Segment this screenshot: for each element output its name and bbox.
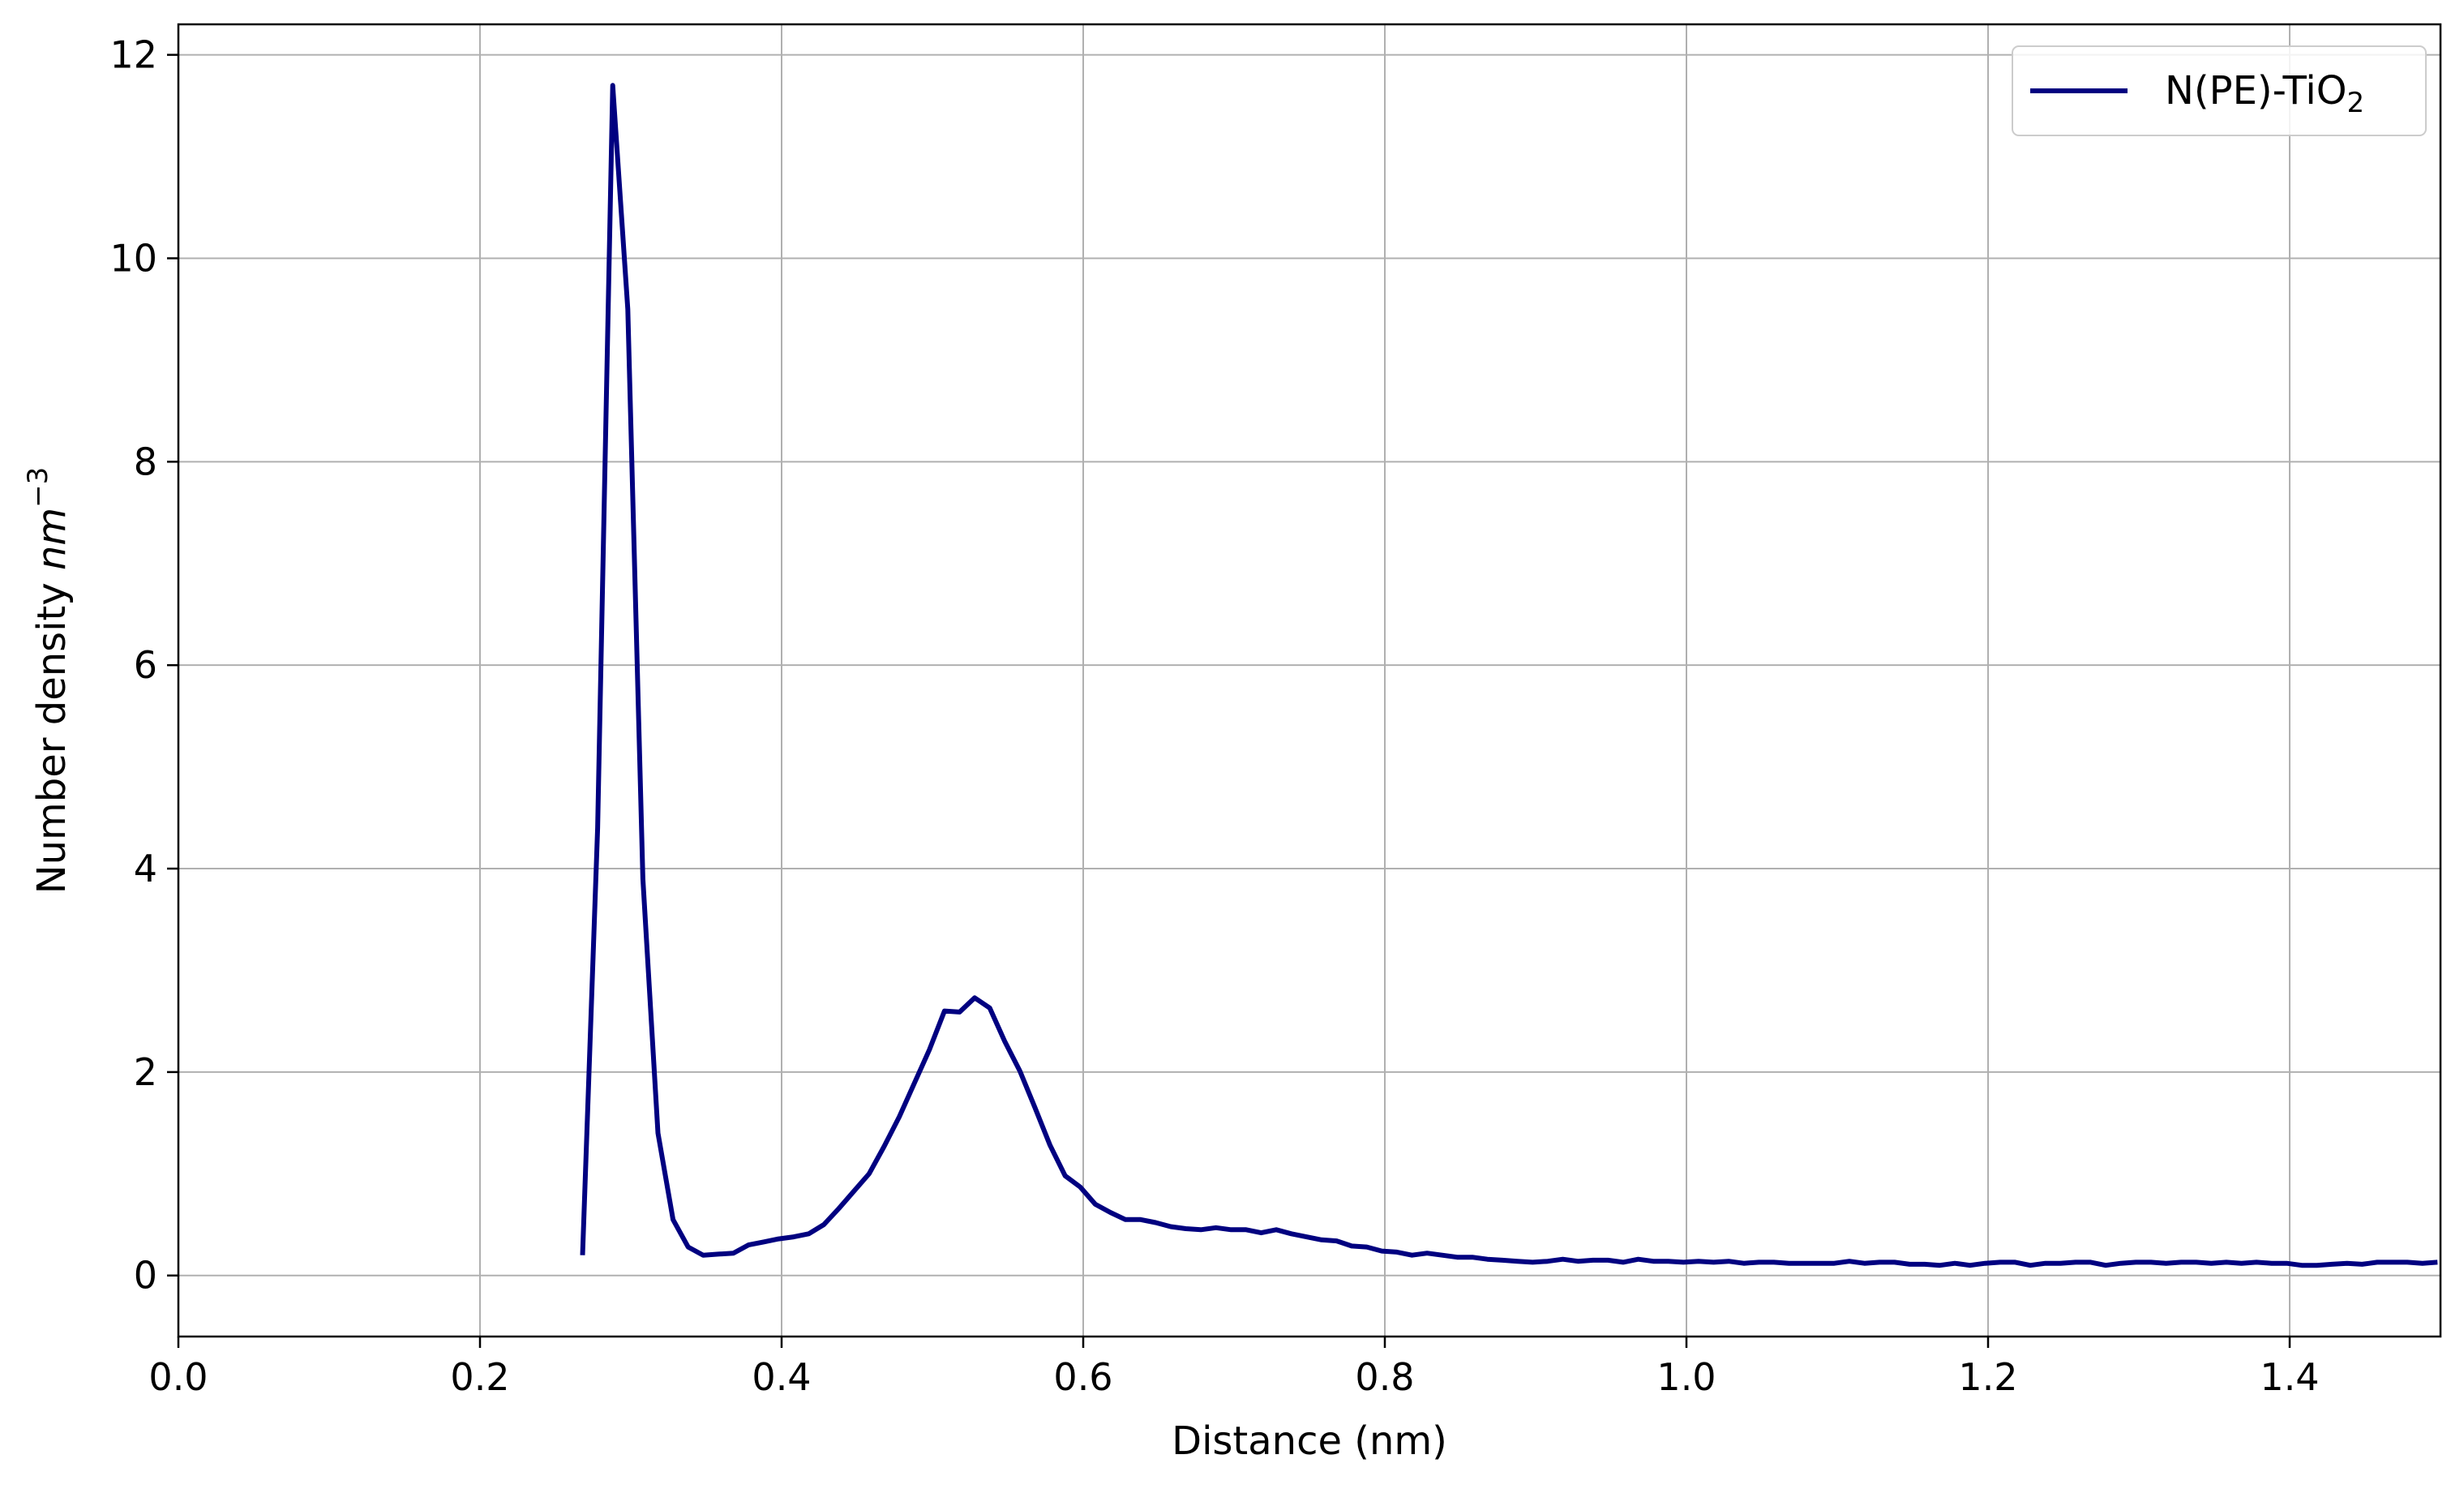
x-tick-label: 0.4 xyxy=(752,1355,811,1399)
x-tick-label: 0.8 xyxy=(1355,1355,1414,1399)
y-tick-label: 10 xyxy=(109,236,157,280)
legend: N(PE)-TiO2 xyxy=(2012,45,2427,136)
legend-label: N(PE)-TiO2 xyxy=(2165,68,2364,119)
series-line xyxy=(580,83,2438,1268)
y-axis-label-unit: nm xyxy=(29,508,75,570)
y-axis-label: Number density nm−3 xyxy=(22,467,75,895)
x-axis-label: Distance (nm) xyxy=(1172,1418,1447,1464)
plot-frame xyxy=(177,23,2442,1338)
y-tick-label: 8 xyxy=(134,440,157,483)
grid xyxy=(178,24,2440,1337)
x-tick-label: 1.4 xyxy=(2260,1355,2319,1399)
legend-box xyxy=(2012,45,2427,136)
y-tick-label: 4 xyxy=(134,847,157,890)
legend-series-subscript: 2 xyxy=(2347,87,2365,119)
y-tick-label: 2 xyxy=(134,1050,157,1094)
axis-ticks: 0.0 0.2 0.4 0.6 0.8 1.0 1.2 1.4 0 2 4 6 8 10 12 xyxy=(109,33,2319,1399)
y-tick-label: 0 xyxy=(134,1254,157,1298)
x-tick-label: 1.2 xyxy=(1958,1355,2017,1399)
x-tick-label: 0.0 xyxy=(148,1355,208,1399)
series-layer xyxy=(580,83,2438,1268)
y-tick-label: 12 xyxy=(109,33,157,77)
x-tick-label: 0.2 xyxy=(450,1355,509,1399)
legend-series-name: N(PE)-TiO xyxy=(2165,68,2347,114)
y-axis-label-prefix: Number density xyxy=(29,570,75,894)
y-axis-label-exponent: −3 xyxy=(22,467,54,508)
y-tick-label: 6 xyxy=(134,643,157,687)
x-tick-label: 0.6 xyxy=(1053,1355,1112,1399)
x-tick-label: 1.0 xyxy=(1656,1355,1716,1399)
